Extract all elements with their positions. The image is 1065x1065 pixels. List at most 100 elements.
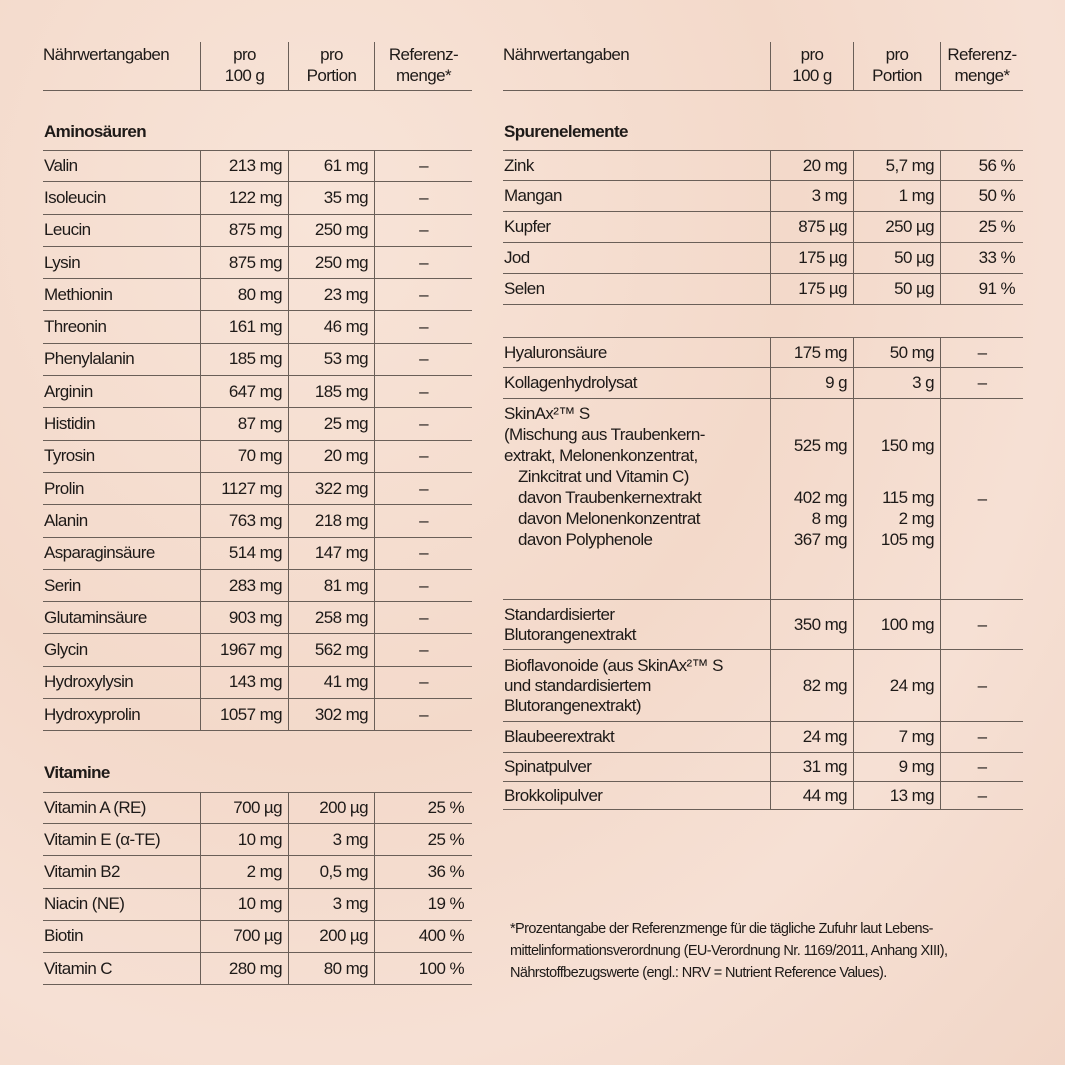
value-per-portion: 250 µg — [853, 212, 940, 242]
nutrient-line: extrakt, Melonenkonzentrat, — [504, 446, 698, 465]
value-per-100g: 875 µg — [770, 212, 853, 242]
value-per-100g: 143 mg — [200, 666, 288, 699]
nutrient-line: davon Melonenkonzentrat — [518, 509, 700, 528]
value-per-portion: 150 mg 115 mg 2 mg 105 mg — [853, 399, 940, 599]
header-per-portion: pro Portion — [288, 42, 374, 90]
table-row: Bioflavonoide (aus SkinAx²™ S und standa… — [503, 650, 1023, 722]
nutrient-name: Vitamin E (α-TE) — [44, 829, 161, 849]
value-per-100g: 283 mg — [200, 569, 288, 602]
reference-value: – — [374, 246, 472, 279]
table-row: Phenylalanin 185 mg 53 mg – — [43, 343, 472, 377]
value-per-100g: 175 mg — [770, 338, 853, 367]
nutrient-line: davon Traubenkernextrakt — [518, 488, 702, 507]
value-per-100g: 3 mg — [770, 181, 853, 211]
value-per-portion: 25 mg — [288, 408, 374, 440]
nutrient-name: Serin — [44, 575, 81, 595]
value-per-portion: 61 mg — [288, 151, 374, 182]
table-row: SkinAx²™ S (Mischung aus Traubenkern-extr… — [503, 399, 1023, 600]
nutrient-name: Valin — [44, 156, 78, 176]
table-row: Serin 283 mg 81 mg – — [43, 569, 472, 603]
nutrient-name: Glycin — [44, 640, 88, 660]
value-per-portion: 5,7 mg — [853, 151, 940, 180]
table-row: Vitamin B2 2 mg 0,5 mg 36 % — [43, 856, 472, 889]
value-per-100g: 2 mg — [200, 856, 288, 888]
value-per-100g: 700 µg — [200, 793, 288, 824]
value-per-portion: 46 mg — [288, 311, 374, 343]
table-row: Arginin 647 mg 185 mg – — [43, 376, 472, 409]
footnote: *Prozentangabe der Referenzmenge für die… — [510, 921, 948, 981]
value-line: 367 mg — [793, 530, 848, 549]
nutrient-name: Vitamin B2 — [44, 861, 121, 881]
value-per-100g: 875 mg — [200, 214, 288, 246]
value-per-portion: 53 mg — [288, 343, 374, 376]
nutrient-name: Lysin — [44, 252, 81, 272]
value-line: 525 mg — [793, 436, 848, 455]
table-row: Hydroxylysin 143 mg 41 mg – — [43, 666, 472, 700]
table-row: Standardisierter Blutorangenextrakt 350 m… — [503, 600, 1023, 650]
value-per-portion: 302 mg — [288, 699, 374, 731]
value-per-portion: 562 mg — [288, 634, 374, 666]
table-row: Blaubeerextrakt 24 mg 7 mg – — [503, 722, 1023, 753]
table-row: Threonin 161 mg 46 mg – — [43, 311, 472, 344]
reference-value: – — [940, 368, 1023, 398]
reference-value: – — [940, 338, 1023, 367]
reference-value: – — [374, 182, 472, 214]
value-per-portion: 3 mg — [288, 888, 374, 920]
value-per-portion: 258 mg — [288, 602, 374, 634]
nutrient-name: Asparaginsäure — [44, 543, 155, 563]
table-row: Leucin 875 mg 250 mg – — [43, 214, 472, 247]
nutrient-name: Kollagenhydrolysat — [504, 373, 637, 392]
reference-value: – — [940, 753, 1023, 781]
value-per-100g: 1127 mg — [200, 472, 288, 505]
value-line: 2 mg — [898, 509, 935, 528]
value-line: 8 mg — [811, 509, 848, 528]
value-per-100g: 280 mg — [200, 952, 288, 985]
value-per-100g: 700 µg — [200, 920, 288, 952]
nutrient-name: Brokkolipulver — [504, 785, 603, 805]
value-per-portion: 322 mg — [288, 472, 374, 505]
reference-value: 33 % — [940, 243, 1023, 273]
value-line: 115 mg — [882, 488, 934, 507]
reference-value: 91 % — [940, 274, 1023, 304]
table-row: Glutaminsäure 903 mg 258 mg – — [43, 602, 472, 635]
section-rows: Hyaluronsäure 175 mg 50 mg – Kollagenhydroly… — [503, 337, 1023, 810]
table-row: Jod 175 µg 50 µg 33 % — [503, 243, 1023, 274]
table-row: Selen 175 µg 50 µg 91 % — [503, 274, 1023, 305]
value-per-100g: 44 mg — [770, 782, 853, 809]
table-row: Methionin 80 mg 23 mg – — [43, 279, 472, 312]
reference-value: – — [374, 699, 472, 731]
nutrient-name: Kupfer — [504, 217, 551, 236]
reference-value: 25 % — [940, 212, 1023, 242]
value-per-100g: 31 mg — [770, 753, 853, 781]
value-per-portion: 1 mg — [853, 181, 940, 211]
table-row: Spinatpulver 31 mg 9 mg – — [503, 753, 1023, 782]
nutrient-name: Hyaluronsäure — [504, 342, 607, 362]
section-title: Vitamine — [44, 763, 110, 782]
value-per-100g: 875 mg — [200, 246, 288, 279]
reference-value: – — [374, 666, 472, 699]
value-per-100g: 10 mg — [200, 888, 288, 920]
nutrient-line: davon Polyphenole — [518, 530, 653, 549]
header-nutrient: Nährwertangaben — [503, 45, 630, 64]
nutrient-line: (Mischung aus Traubenkern- — [504, 425, 705, 444]
reference-value: – — [374, 214, 472, 246]
section-rows: Zink 20 mg 5,7 mg 56 % Mangan 3 mg 1 mg 50 % Kup… — [503, 150, 1023, 305]
reference-value: – — [940, 650, 1023, 721]
reference-value: – — [374, 569, 472, 602]
reference-value: 100 % — [374, 952, 472, 985]
value-per-100g: 10 mg — [200, 824, 288, 856]
section-rows: Valin 213 mg 61 mg – Isoleucin 122 mg 35 mg – Le… — [43, 150, 472, 732]
value-per-portion: 250 mg — [288, 214, 374, 246]
table-row: Mangan 3 mg 1 mg 50 % — [503, 181, 1023, 212]
value-per-100g: 1967 mg — [200, 634, 288, 666]
value-per-portion: 3 mg — [288, 824, 374, 856]
nutrient-name: Arginin — [44, 381, 93, 401]
nutrient-name: Blaubeerextrakt — [504, 727, 615, 746]
nutrient-name: Vitamin C — [44, 958, 113, 978]
value-per-portion: 35 mg — [288, 182, 374, 214]
value-per-portion: 23 mg — [288, 279, 374, 311]
reference-value: – — [940, 782, 1023, 809]
nutrient-name: Threonin — [44, 317, 107, 337]
value-per-100g: 1057 mg — [200, 699, 288, 731]
reference-value: – — [940, 722, 1023, 752]
